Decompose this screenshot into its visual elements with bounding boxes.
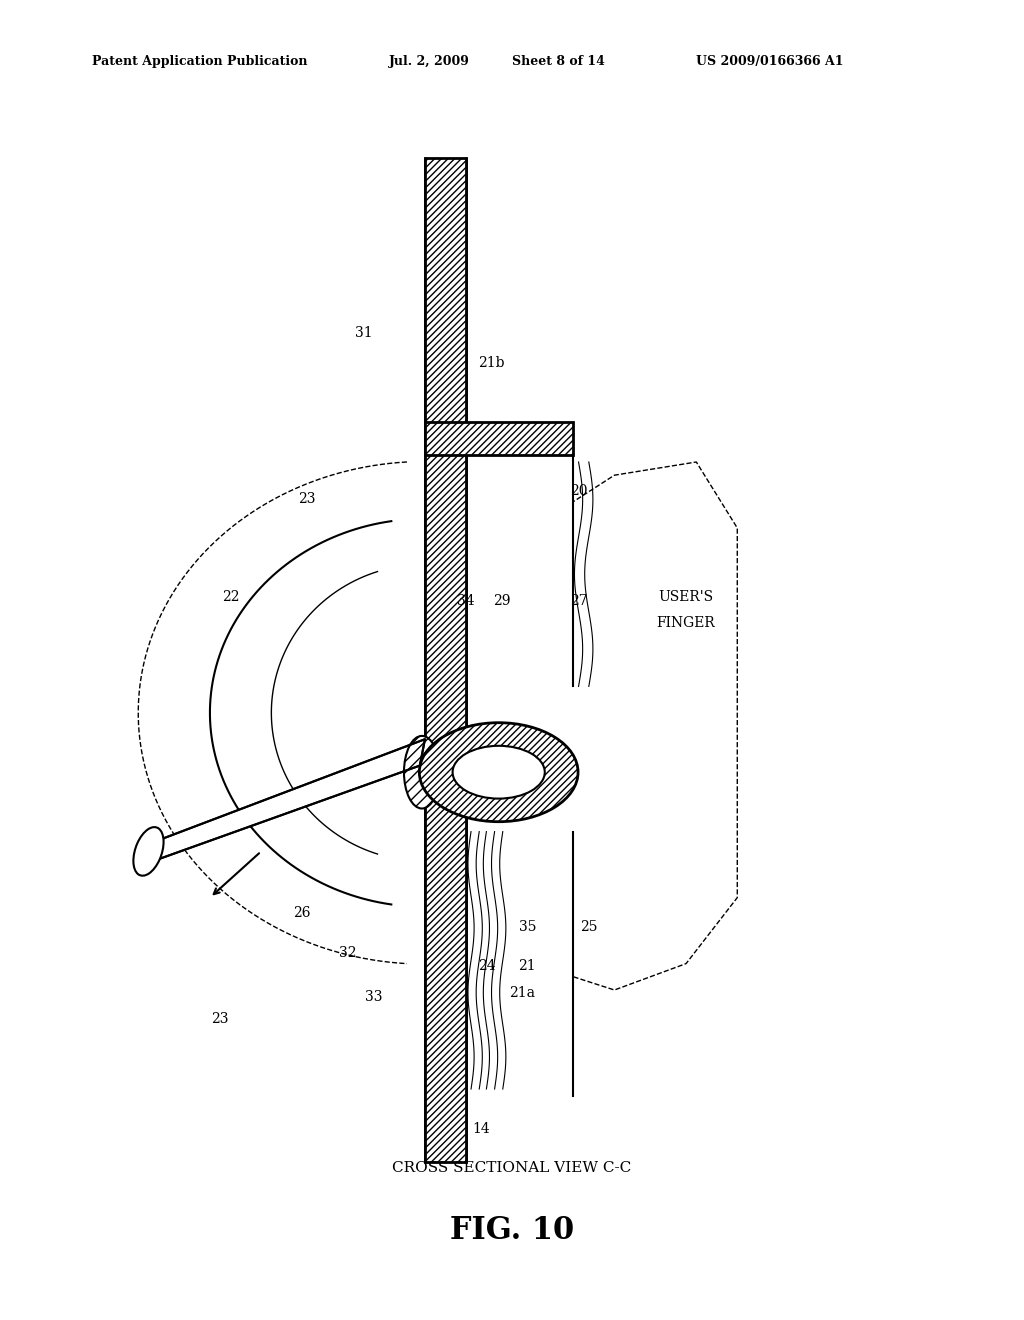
Text: 14: 14 (472, 1122, 490, 1135)
Text: 23: 23 (298, 492, 316, 506)
Text: Patent Application Publication: Patent Application Publication (92, 55, 307, 69)
Text: 33: 33 (365, 990, 383, 1003)
Polygon shape (425, 158, 466, 1162)
Ellipse shape (453, 746, 545, 799)
Text: Jul. 2, 2009: Jul. 2, 2009 (389, 55, 470, 69)
Text: 35: 35 (518, 920, 537, 933)
Text: 23: 23 (211, 1012, 229, 1026)
Text: 31: 31 (354, 326, 373, 339)
Text: 27: 27 (569, 594, 588, 607)
Polygon shape (143, 739, 425, 865)
Text: 25: 25 (580, 920, 598, 933)
Text: 22: 22 (221, 590, 240, 603)
Ellipse shape (420, 723, 578, 821)
Text: 24: 24 (477, 960, 496, 973)
Text: 29: 29 (493, 594, 511, 607)
Text: Sheet 8 of 14: Sheet 8 of 14 (512, 55, 605, 69)
Text: 21b: 21b (478, 356, 505, 370)
Text: CROSS SECTIONAL VIEW C-C: CROSS SECTIONAL VIEW C-C (392, 1162, 632, 1175)
Text: 21a: 21a (509, 986, 536, 999)
Text: FIG. 10: FIG. 10 (450, 1214, 574, 1246)
Ellipse shape (403, 737, 440, 808)
Text: USER'S: USER'S (658, 590, 714, 603)
Ellipse shape (133, 828, 164, 875)
Text: 32: 32 (339, 946, 357, 960)
Text: 21: 21 (518, 960, 537, 973)
Text: US 2009/0166366 A1: US 2009/0166366 A1 (696, 55, 844, 69)
Text: 20: 20 (569, 484, 588, 498)
Text: 34: 34 (457, 594, 475, 607)
Text: FINGER: FINGER (656, 616, 716, 630)
Text: 26: 26 (293, 907, 311, 920)
Polygon shape (425, 422, 573, 455)
